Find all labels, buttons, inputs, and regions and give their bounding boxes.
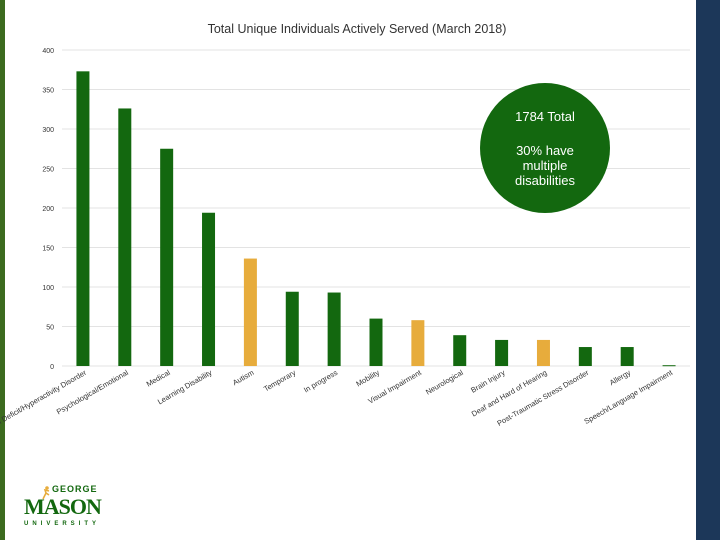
- bar: [453, 335, 467, 366]
- callout-note: 30% have multiple disabilities: [515, 143, 575, 188]
- x-tick-label: Psychological/Emotional: [55, 368, 130, 417]
- x-tick-label: Brain Injury: [469, 368, 507, 395]
- x-tick-label: Neurological: [424, 368, 465, 397]
- bar: [327, 292, 341, 366]
- y-tick-label: 400: [42, 48, 54, 55]
- y-tick-label: 100: [42, 285, 54, 292]
- y-tick-label: 0: [50, 364, 54, 371]
- x-tick-label: Autism: [231, 368, 255, 387]
- bar: [243, 258, 257, 366]
- running-figure-icon: [42, 486, 50, 500]
- bar: [285, 291, 299, 366]
- bars: [76, 71, 676, 367]
- x-tick-label: Allergy: [608, 368, 633, 387]
- chart-title: Total Unique Individuals Actively Served…: [208, 22, 507, 36]
- bar-chart: Total Unique Individuals Actively Served…: [0, 22, 690, 440]
- x-tick-label: Medical: [145, 368, 172, 389]
- bar: [662, 365, 676, 367]
- bar: [118, 108, 132, 367]
- bar: [411, 320, 425, 366]
- bar: [495, 339, 509, 366]
- bar: [620, 347, 634, 366]
- x-tick-label: Mobility: [354, 368, 381, 389]
- y-tick-label: 300: [42, 127, 54, 134]
- logo-line-mason: MASON: [24, 494, 102, 519]
- x-tick-label: Deaf and Hard of Hearing: [470, 368, 549, 419]
- y-tick-label: 150: [42, 246, 54, 253]
- y-axis-ticks: 0 50 100 150 200 250 300 350 400: [42, 48, 54, 371]
- bar: [202, 212, 216, 366]
- y-tick-label: 200: [42, 206, 54, 213]
- university-logo: GEORGE MASON UNIVERSITY: [22, 484, 102, 532]
- y-tick-label: 250: [42, 167, 54, 174]
- y-tick-label: 350: [42, 88, 54, 95]
- bar: [160, 148, 174, 366]
- right-accent-bar: [696, 0, 720, 540]
- bar: [76, 71, 90, 366]
- callout-total: 1784 Total: [515, 109, 575, 124]
- x-tick-label: In progress: [302, 368, 339, 395]
- x-axis-labels: Attention Deficit/Hyperactivity Disorder…: [0, 367, 675, 439]
- logo-line-university: UNIVERSITY: [24, 521, 101, 527]
- bar: [369, 318, 383, 366]
- x-tick-label: Temporary: [262, 368, 297, 394]
- bar: [536, 339, 550, 366]
- logo-line-george: GEORGE: [52, 484, 98, 494]
- bar: [578, 347, 592, 366]
- left-accent-bar: [0, 0, 5, 540]
- y-tick-label: 50: [46, 325, 54, 332]
- total-callout-circle: 1784 Total 30% have multiple disabilitie…: [480, 83, 610, 213]
